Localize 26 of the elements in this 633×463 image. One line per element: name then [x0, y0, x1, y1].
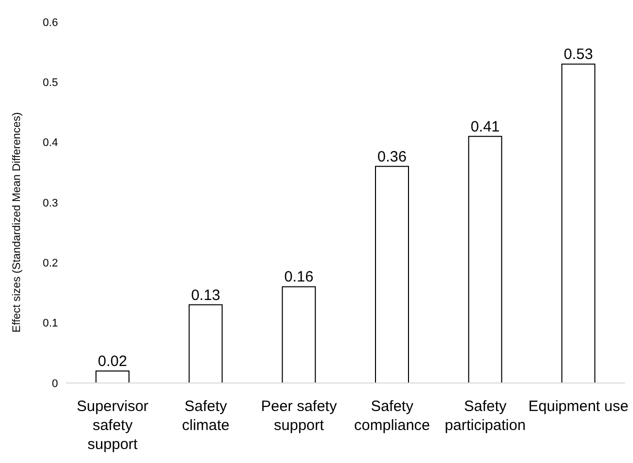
x-tick-label: Safety compliance — [354, 398, 430, 434]
bar — [188, 304, 223, 383]
bar — [375, 166, 409, 383]
y-tick-label: 0.4 — [42, 137, 58, 150]
y-tick-label: 0.1 — [42, 318, 58, 330]
x-tick-label: Peer safety support — [260, 398, 338, 434]
x-tick-label: Safety climate — [182, 398, 230, 434]
y-tick-label: 0 — [52, 378, 58, 390]
y-tick-label: 0.6 — [42, 16, 58, 29]
y-tick-label: 0.5 — [42, 77, 58, 90]
data-label: 0.41 — [470, 118, 500, 136]
bar — [96, 370, 130, 383]
y-tick-label: 0.3 — [42, 197, 58, 210]
y-axis-title: Effect sizes (Standardized Mean Differences) — [10, 112, 23, 332]
data-label: 0.02 — [98, 352, 128, 370]
data-label: 0.16 — [284, 268, 314, 286]
data-label: 0.36 — [377, 148, 407, 166]
x-tick-label: Supervisor safety support — [76, 398, 148, 453]
x-tick-label: Equipment use — [528, 398, 628, 415]
bar — [561, 64, 596, 383]
data-label: 0.13 — [191, 286, 220, 304]
x-tick-label: Safety participation — [444, 398, 526, 434]
data-label: 0.53 — [564, 46, 593, 64]
y-tick-label: 0.2 — [42, 258, 58, 270]
bar — [468, 136, 502, 383]
bar — [282, 286, 316, 383]
